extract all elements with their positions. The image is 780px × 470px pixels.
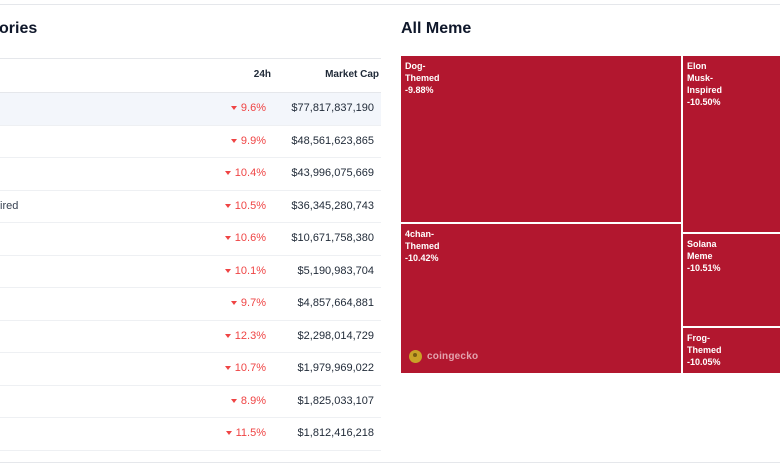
tile-change: -10.51% [687, 263, 721, 273]
table-row[interactable]: 12.3% $2,298,014,729 [0, 321, 381, 353]
watermark-text: coingecko [427, 351, 479, 362]
market-cap-value: $43,996,075,669 [291, 167, 374, 179]
change-24h: 9.7% [230, 297, 266, 309]
market-cap-value: $1,825,033,107 [297, 394, 374, 407]
change-24h: 10.6% [224, 232, 266, 244]
market-cap-value: $5,190,983,704 [297, 264, 374, 277]
all-meme-title: All Meme [401, 20, 472, 37]
tile-change: -10.05% [687, 357, 721, 367]
change-24h: 10.1% [224, 264, 266, 277]
caret-down-icon [225, 431, 232, 435]
change-24h: 10.4% [224, 167, 266, 179]
coingecko-logo-icon [409, 350, 422, 363]
caret-down-icon [224, 236, 231, 240]
caret-down-icon [224, 268, 231, 273]
top-divider [0, 4, 780, 5]
tile-elon-musk-inspired[interactable]: Elon Musk- Inspired -10.50% [683, 56, 780, 232]
table-row[interactable]: 9.6% $77,817,837,190 [0, 93, 381, 126]
tile-dog-themed[interactable]: Dog- Themed -9.88% [401, 56, 681, 222]
categories-title: ories [0, 20, 38, 37]
tile-label: Frog- Themed [687, 333, 722, 355]
table-row[interactable]: ired 10.5% $36,345,280,743 [0, 191, 381, 223]
tile-change: -10.42% [405, 253, 439, 263]
market-cap-value: $77,817,837,190 [291, 102, 374, 114]
caret-down-icon [224, 203, 231, 208]
tile-change: -9.88% [405, 85, 434, 95]
change-value: 12.3% [234, 329, 266, 342]
tile-label: Solana Meme [687, 239, 717, 261]
tile-label: Elon Musk- Inspired [687, 61, 723, 95]
market-cap-value: $48,561,623,865 [291, 134, 374, 147]
tile-label: Dog- Themed [405, 61, 440, 83]
categories-table: 24h Market Cap 9.6% $77,817,837,190 9.9% $4… [0, 58, 381, 451]
change-value: 9.6% [240, 102, 266, 114]
tile-4chan-themed[interactable]: 4chan- Themed -10.42% [401, 224, 681, 373]
table-row[interactable]: 10.7% $1,979,969,022 [0, 353, 381, 386]
change-24h: 12.3% [224, 329, 266, 342]
tile-solana-meme[interactable]: Solana Meme -10.51% [683, 234, 780, 326]
market-cap-value: $36,345,280,743 [291, 199, 374, 212]
table-row[interactable]: 10.6% $10,671,758,380 [0, 223, 381, 256]
change-value: 10.7% [234, 362, 266, 374]
change-24h: 10.7% [224, 362, 266, 374]
caret-down-icon [230, 398, 237, 403]
coingecko-watermark: coingecko [409, 350, 478, 363]
change-24h: 10.5% [224, 199, 266, 212]
header-24h[interactable]: 24h [253, 69, 271, 80]
category-name[interactable]: ired [0, 199, 19, 212]
change-value: 11.5% [235, 427, 266, 439]
tile-frog-themed[interactable]: Frog- Themed -10.05% [683, 328, 780, 373]
market-cap-value: $1,812,416,218 [297, 427, 374, 439]
caret-down-icon [230, 138, 237, 143]
table-row[interactable]: 10.1% $5,190,983,704 [0, 256, 381, 288]
change-24h: 9.9% [230, 134, 266, 147]
table-row[interactable]: 9.9% $48,561,623,865 [0, 126, 381, 158]
caret-down-icon [230, 301, 237, 305]
caret-down-icon [224, 366, 231, 370]
header-market-cap[interactable]: Market Cap [325, 69, 379, 80]
change-value: 9.9% [240, 134, 266, 147]
tile-label: 4chan- Themed [405, 229, 440, 251]
change-value: 10.5% [234, 199, 266, 212]
change-24h: 8.9% [230, 394, 266, 407]
market-cap-value: $10,671,758,380 [291, 232, 374, 244]
change-value: 8.9% [240, 394, 266, 407]
market-cap-value: $2,298,014,729 [297, 329, 374, 342]
market-cap-value: $4,857,664,881 [297, 297, 374, 309]
caret-down-icon [224, 171, 231, 175]
table-body: 9.6% $77,817,837,190 9.9% $48,561,623,865 10… [0, 93, 381, 451]
table-row[interactable]: 10.4% $43,996,075,669 [0, 158, 381, 191]
table-header: 24h Market Cap [0, 58, 381, 93]
meme-treemap: Dog- Themed -9.88% Elon Musk- Inspired -10.50… [401, 56, 780, 373]
change-24h: 9.6% [230, 102, 266, 114]
change-value: 10.6% [234, 232, 266, 244]
change-value: 9.7% [240, 297, 266, 309]
table-row[interactable]: 11.5% $1,812,416,218 [0, 418, 381, 451]
caret-down-icon [230, 106, 237, 110]
change-24h: 11.5% [225, 427, 266, 439]
caret-down-icon [224, 333, 231, 338]
change-value: 10.4% [234, 167, 266, 179]
table-row[interactable]: 9.7% $4,857,664,881 [0, 288, 381, 321]
table-row[interactable]: 8.9% $1,825,033,107 [0, 386, 381, 418]
tile-change: -10.50% [687, 97, 721, 107]
change-value: 10.1% [234, 264, 266, 277]
bottom-divider [0, 462, 780, 463]
market-cap-value: $1,979,969,022 [297, 362, 374, 374]
